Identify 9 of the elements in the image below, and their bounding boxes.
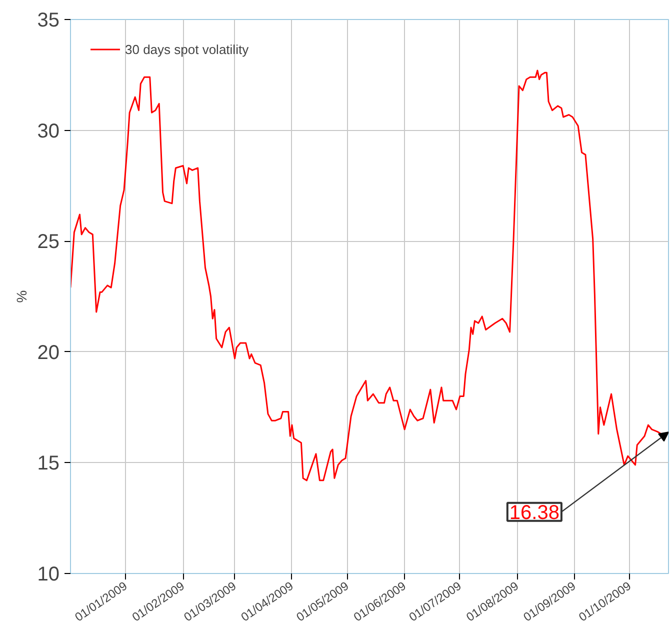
y-tick-label: 20 — [37, 342, 60, 364]
annotation: 16.38 — [509, 502, 560, 524]
y-tick-label: 25 — [37, 231, 60, 254]
y-axis-title: % — [13, 290, 30, 303]
legend-label: 30 days spot volatility — [125, 42, 249, 56]
y-tick-label: 10 — [37, 564, 60, 586]
y-tick-label: 35 — [37, 10, 60, 32]
y-tick-label: 30 — [37, 120, 60, 142]
y-tick-label: 15 — [37, 452, 60, 475]
